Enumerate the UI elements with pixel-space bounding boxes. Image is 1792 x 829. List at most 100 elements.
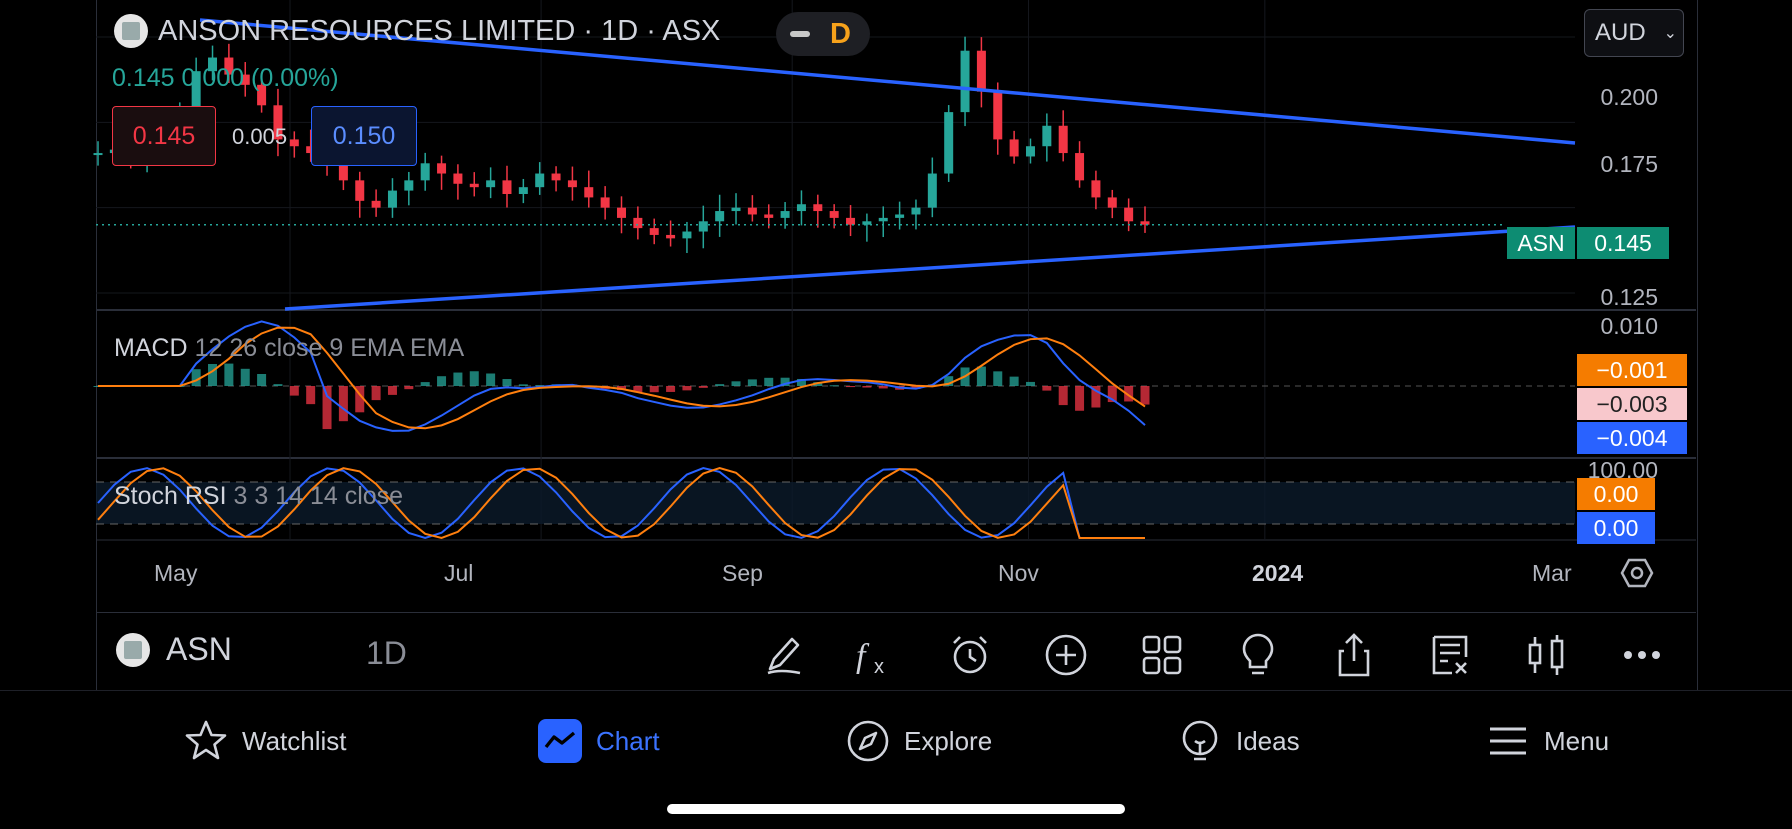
chevron-down-icon: ⌄ bbox=[1663, 25, 1678, 42]
macd-histogram-bar bbox=[535, 385, 545, 387]
fx-icon[interactable]: f x bbox=[850, 631, 898, 679]
macd-histogram-bar bbox=[649, 386, 659, 393]
macd-histogram-bar bbox=[633, 386, 643, 393]
more-icon[interactable] bbox=[1618, 631, 1666, 679]
macd-histogram-bar bbox=[437, 376, 447, 386]
home-indicator[interactable] bbox=[667, 804, 1125, 814]
nav-label: Watchlist bbox=[242, 725, 347, 756]
nav-menu[interactable]: Menu bbox=[1486, 719, 1609, 763]
macd-histogram-bar bbox=[224, 363, 234, 386]
candle-body bbox=[780, 211, 790, 218]
macd-line-value: −0.004 bbox=[1577, 422, 1687, 454]
stoch-k-value: 0.00 bbox=[1577, 478, 1655, 510]
toolbar-symbol[interactable]: ASN bbox=[116, 631, 232, 668]
candle-body bbox=[404, 180, 414, 191]
macd-histogram-bar bbox=[371, 386, 381, 401]
toolbar-symbol-label: ASN bbox=[166, 631, 232, 667]
candle-body bbox=[976, 50, 986, 92]
candle-body bbox=[1124, 207, 1134, 222]
nav-chart[interactable]: Chart bbox=[538, 719, 660, 763]
candle-body bbox=[371, 200, 381, 208]
macd-histogram-bar bbox=[796, 378, 806, 386]
macd-histogram-bar bbox=[1075, 386, 1085, 411]
candle-body bbox=[846, 217, 856, 225]
pen-icon[interactable] bbox=[760, 631, 808, 679]
chart-frame[interactable] bbox=[96, 0, 1698, 690]
price-chart[interactable] bbox=[0, 0, 1792, 690]
chart-header: ANSON RESOURCES LIMITED · 1D · ASX bbox=[114, 14, 720, 48]
candle-body bbox=[257, 84, 267, 106]
buy-button[interactable]: 0.150 bbox=[311, 106, 417, 166]
price-axis-label: 0.200 bbox=[1600, 84, 1658, 110]
candle-body bbox=[306, 146, 316, 154]
candles-icon[interactable] bbox=[1522, 631, 1570, 679]
macd-histogram-bar bbox=[420, 382, 430, 386]
plus-circle-icon[interactable] bbox=[1042, 631, 1090, 679]
share-icon[interactable] bbox=[1330, 631, 1378, 679]
candle-body bbox=[338, 163, 348, 181]
stoch-band bbox=[96, 482, 1575, 524]
macd-histogram-bar bbox=[502, 379, 512, 386]
stoch-k-line bbox=[97, 467, 1145, 540]
price-axis-label: 0.125 bbox=[1600, 284, 1658, 310]
time-axis-label: May bbox=[154, 560, 198, 586]
macd-histogram-bar bbox=[387, 386, 397, 395]
candle-body bbox=[191, 71, 201, 113]
sell-button[interactable]: 0.145 bbox=[112, 106, 216, 166]
candle-body bbox=[387, 190, 397, 208]
macd-histogram-bar bbox=[453, 372, 463, 386]
candle-body bbox=[747, 207, 757, 215]
macd-histogram-bar bbox=[780, 377, 790, 386]
candle-body bbox=[355, 180, 365, 201]
candle-body bbox=[764, 214, 774, 218]
nav-explore[interactable]: Explore bbox=[846, 719, 992, 763]
time-axis-label: Nov bbox=[998, 560, 1039, 586]
candle-body bbox=[633, 217, 643, 229]
chart-title: ANSON RESOURCES LIMITED · 1D · ASX bbox=[158, 14, 721, 47]
candle-body bbox=[895, 214, 905, 218]
candle-body bbox=[502, 180, 512, 194]
alarm-icon[interactable] bbox=[946, 631, 994, 679]
chart-toolbar: ASN 1D f x bbox=[96, 612, 1696, 691]
candle-body bbox=[420, 163, 430, 181]
macd-title[interactable]: MACD 12 26 close 9 EMA EMA bbox=[114, 334, 464, 363]
grid-icon[interactable] bbox=[1138, 631, 1186, 679]
candle-body bbox=[1075, 153, 1085, 181]
candle-body bbox=[944, 112, 954, 174]
macd-histogram-bar bbox=[404, 386, 414, 390]
bulb-icon[interactable] bbox=[1234, 631, 1282, 679]
chart-icon bbox=[538, 719, 582, 763]
chart-settings-icon[interactable] bbox=[1620, 556, 1654, 590]
macd-histogram-value: −0.003 bbox=[1577, 388, 1687, 420]
macd-histogram-bar bbox=[257, 374, 267, 386]
nav-ideas[interactable]: Ideas bbox=[1178, 719, 1300, 763]
macd-histogram-bar bbox=[1042, 386, 1052, 391]
news-icon[interactable] bbox=[1426, 631, 1474, 679]
currency-select[interactable]: AUD ⌄ bbox=[1584, 9, 1684, 57]
stoch-rsi-name: Stoch RSI bbox=[114, 482, 227, 510]
candle-body bbox=[224, 57, 234, 75]
macd-histogram-bar bbox=[1025, 381, 1035, 386]
menu-icon bbox=[1490, 727, 1526, 755]
candle-body bbox=[1009, 139, 1019, 157]
compass-icon bbox=[847, 720, 889, 762]
candle-body bbox=[469, 183, 479, 188]
nav-watchlist[interactable]: Watchlist bbox=[184, 719, 347, 763]
macd-histogram-bar bbox=[698, 386, 708, 388]
toolbar-interval[interactable]: 1D bbox=[366, 635, 407, 671]
nav-label: Chart bbox=[596, 725, 660, 756]
data-mode-badge[interactable]: D bbox=[776, 12, 870, 56]
macd-axis-top: 0.010 bbox=[1600, 313, 1658, 339]
candle-body bbox=[437, 163, 447, 174]
candle-body bbox=[584, 187, 594, 198]
macd-histogram-bar bbox=[273, 384, 283, 386]
stoch-rsi-params: 3 3 14 14 close bbox=[233, 482, 404, 510]
candle-body bbox=[289, 139, 299, 147]
macd-histogram-bar bbox=[747, 379, 757, 386]
nav-label: Explore bbox=[904, 725, 993, 756]
macd-histogram-bar bbox=[666, 386, 676, 392]
candle-body bbox=[927, 173, 937, 208]
candle-body bbox=[813, 204, 823, 212]
stoch-rsi-title[interactable]: Stoch RSI 3 3 14 14 close bbox=[114, 482, 403, 511]
time-axis-label: Sep bbox=[722, 560, 763, 586]
